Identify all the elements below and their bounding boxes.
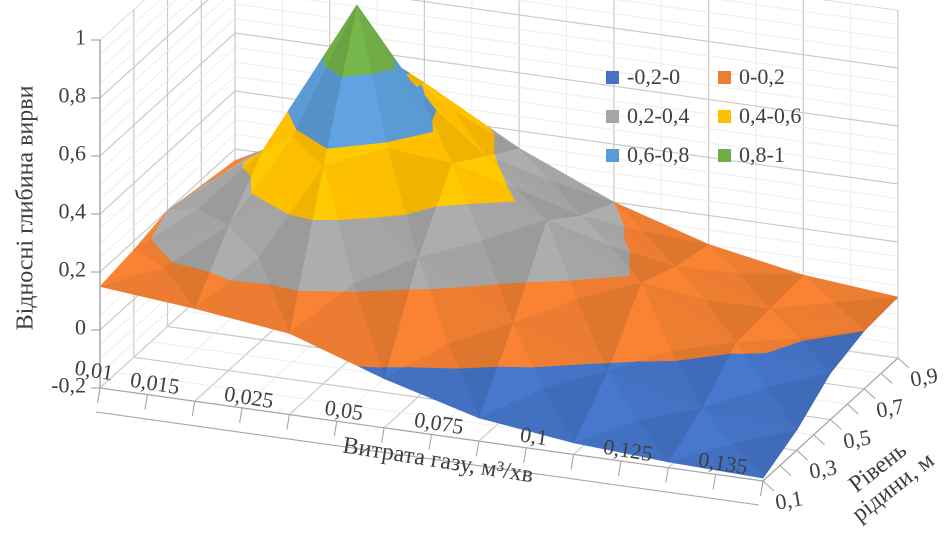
legend-item-band-5: 0,8-1 bbox=[718, 142, 785, 168]
legend-label: -0,2-0 bbox=[627, 64, 681, 89]
depth-tick-label: 0,7 bbox=[874, 393, 906, 423]
legend-item-band-1: 0-0,2 bbox=[718, 64, 785, 90]
depth-tick-label: 0,1 bbox=[773, 485, 805, 515]
category-tick-label: 0,01 bbox=[73, 354, 115, 386]
depth-tick-label: 0,3 bbox=[807, 454, 839, 484]
depth-tick-label: 0,5 bbox=[840, 423, 873, 454]
legend-swatch-lightblue bbox=[606, 148, 619, 162]
legend-item-band-0: -0,2-0 bbox=[606, 64, 680, 90]
legend-item-band-2: 0,2-0,4 bbox=[606, 103, 689, 129]
value-axis-title: Відносні глибина вирви bbox=[12, 85, 39, 331]
value-tick-label: 1 bbox=[75, 24, 86, 50]
legend-item-band-3: 0,4-0,6 bbox=[718, 103, 801, 129]
category-tick-label: 0,05 bbox=[323, 394, 366, 426]
legend-swatch-yellow bbox=[718, 109, 731, 123]
legend-swatch-orange bbox=[718, 70, 731, 84]
value-tick-label: 0,2 bbox=[58, 256, 87, 282]
legend-swatch-blue bbox=[606, 70, 619, 84]
value-tick-label: 0,8 bbox=[58, 82, 87, 108]
category-tick-label: 0,1 bbox=[518, 421, 550, 451]
legend-label: 0-0,2 bbox=[739, 64, 785, 89]
value-tick-label: 0 bbox=[75, 314, 86, 340]
legend-swatch-gray bbox=[606, 109, 619, 123]
legend-label: 0,2-0,4 bbox=[627, 103, 690, 128]
legend-label: 0,4-0,6 bbox=[739, 103, 802, 128]
value-tick-label: -0,2 bbox=[51, 372, 86, 398]
legend-label: 0,6-0,8 bbox=[627, 142, 690, 167]
value-tick-label: 0,4 bbox=[58, 198, 87, 224]
legend-item-band-4: 0,6-0,8 bbox=[606, 142, 689, 168]
legend-swatch-green bbox=[718, 148, 731, 162]
value-tick-label: 0,6 bbox=[58, 140, 87, 166]
depth-tick-label: 0,9 bbox=[908, 362, 940, 392]
legend-label: 0,8-1 bbox=[739, 142, 785, 167]
